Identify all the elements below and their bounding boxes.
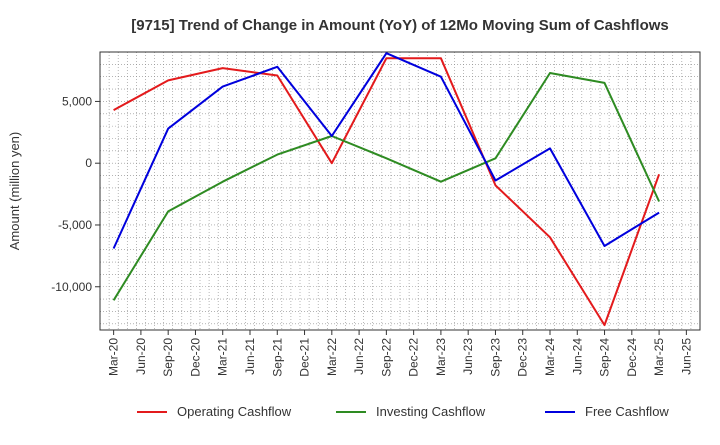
y-tick-label: -10,000 — [51, 280, 92, 294]
x-tick-label: Dec-21 — [298, 338, 312, 377]
y-tick-label: -5,000 — [58, 218, 92, 232]
series-line-operating-cashflow — [113, 57, 661, 327]
y-tick-label: 0 — [85, 156, 92, 170]
y-axis-title: Amount (million yen) — [7, 132, 22, 251]
x-tick-label: Jun-21 — [243, 338, 257, 375]
x-tick-label: Mar-23 — [434, 338, 448, 376]
x-tick-label: Jun-25 — [679, 338, 693, 375]
series-line-investing-cashflow — [112, 72, 661, 301]
x-tick-label: Dec-22 — [407, 338, 421, 377]
x-tick-label: Mar-22 — [325, 338, 339, 376]
legend-label-free-cashflow: Free Cashflow — [585, 404, 669, 419]
x-tick-label: Jun-22 — [352, 338, 366, 375]
x-tick-label: Sep-23 — [488, 338, 502, 377]
x-tick-label: Sep-20 — [161, 338, 175, 377]
x-tick-label: Mar-20 — [107, 338, 121, 376]
y-tick-label: 5,000 — [62, 94, 92, 108]
x-tick-label: Jun-23 — [461, 338, 475, 375]
x-tick-label: Dec-20 — [188, 338, 202, 377]
chart-title: [9715] Trend of Change in Amount (YoY) o… — [131, 17, 669, 34]
series-lines — [112, 52, 661, 327]
x-tick-label: Mar-24 — [543, 338, 557, 376]
x-tick-label: Mar-25 — [652, 338, 666, 376]
x-tick-label: Sep-22 — [379, 338, 393, 377]
plot-frame — [99, 51, 701, 331]
y-axis: 5,000 0 -5,000 -10,000 — [51, 94, 100, 294]
grid-lines — [100, 51, 700, 330]
x-tick-label: Dec-24 — [625, 338, 639, 377]
x-axis: Mar-20 Jun-20 Sep-20 Dec-20 Mar-21 Jun-21 Sep-… — [107, 330, 693, 377]
legend: Operating Cashflow Investing Cashflow Free… — [137, 404, 669, 419]
legend-label-investing-cashflow: Investing Cashflow — [376, 404, 486, 419]
x-tick-label: Sep-24 — [598, 338, 612, 377]
x-tick-label: Jun-20 — [134, 338, 148, 375]
series-line-free-cashflow — [112, 52, 660, 249]
x-tick-label: Sep-21 — [270, 338, 284, 377]
x-tick-label: Mar-21 — [216, 338, 230, 376]
x-tick-label: Dec-23 — [516, 338, 530, 377]
x-tick-label: Jun-24 — [570, 338, 584, 375]
legend-label-operating-cashflow: Operating Cashflow — [177, 404, 292, 419]
